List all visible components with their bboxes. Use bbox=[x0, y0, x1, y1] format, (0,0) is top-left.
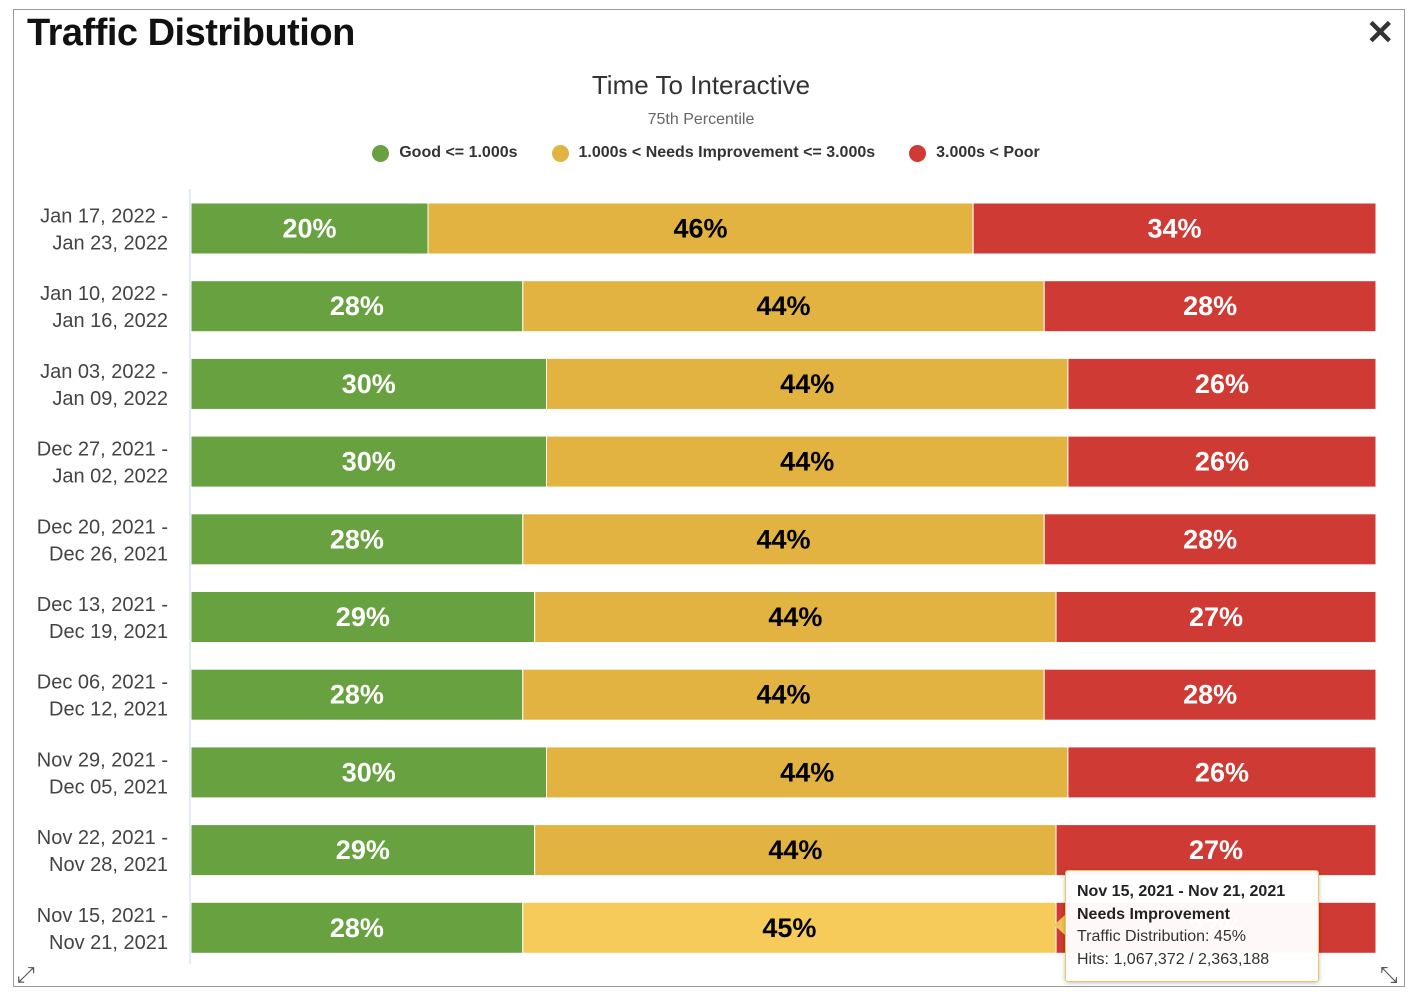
resize-handle-left-icon[interactable]: ⤢ bbox=[17, 962, 35, 987]
bar-segment[interactable] bbox=[1043, 668, 1377, 721]
data-label: 34% bbox=[1148, 214, 1202, 244]
y-tick-label: Jan 10, 2022 - bbox=[40, 283, 168, 305]
data-label: 44% bbox=[756, 524, 810, 554]
data-label: 46% bbox=[674, 214, 728, 244]
bar-segment[interactable] bbox=[534, 591, 1057, 643]
bar-segment[interactable] bbox=[1067, 357, 1377, 410]
legend-dot-good-icon bbox=[372, 144, 390, 162]
bar-segment[interactable] bbox=[190, 901, 524, 954]
tooltip-range: Nov 15, 2021 - Nov 21, 2021 bbox=[1077, 883, 1286, 900]
data-label: 28% bbox=[1183, 680, 1237, 710]
data-label: 28% bbox=[330, 680, 384, 710]
data-label: 29% bbox=[336, 835, 390, 865]
legend-dot-poor-icon bbox=[909, 144, 927, 162]
bar-segment[interactable] bbox=[190, 357, 547, 410]
data-label: 45% bbox=[762, 913, 816, 943]
bar-segment[interactable] bbox=[190, 435, 547, 488]
legend-label-good: Good <= 1.000s bbox=[399, 144, 518, 161]
data-label: 28% bbox=[1183, 524, 1237, 554]
y-tick-label: Dec 13, 2021 - bbox=[37, 594, 168, 616]
tooltip-arrow bbox=[1054, 915, 1065, 935]
y-tick-label: Dec 27, 2021 - bbox=[37, 439, 168, 461]
legend-item-good[interactable]: Good <= 1.000s bbox=[372, 144, 518, 162]
data-label: 44% bbox=[768, 602, 822, 632]
legend-label-poor: 3.000s < Poor bbox=[936, 144, 1040, 161]
data-label: 28% bbox=[330, 913, 384, 943]
y-tick-label: Nov 21, 2021 bbox=[49, 932, 168, 954]
y-tick-label: Dec 19, 2021 bbox=[49, 621, 168, 643]
hover-tooltip: Nov 15, 2021 - Nov 21, 2021 Needs Improv… bbox=[1065, 870, 1319, 982]
data-label: 44% bbox=[780, 369, 834, 399]
bar-segment[interactable] bbox=[546, 746, 1069, 799]
bar-segment[interactable] bbox=[1055, 591, 1377, 643]
y-tick-label: Dec 05, 2021 bbox=[49, 776, 168, 798]
bar-segment[interactable] bbox=[522, 513, 1045, 566]
data-label: 27% bbox=[1189, 835, 1243, 865]
data-label: 28% bbox=[1183, 291, 1237, 321]
bar-segment[interactable] bbox=[546, 357, 1069, 410]
y-tick-label: Dec 06, 2021 - bbox=[37, 672, 168, 694]
bar-segment[interactable] bbox=[190, 591, 536, 643]
bar-segment[interactable] bbox=[1043, 280, 1377, 333]
bar-segment[interactable] bbox=[190, 513, 524, 566]
y-tick-label: Dec 20, 2021 - bbox=[37, 516, 168, 538]
y-tick-label: Nov 29, 2021 - bbox=[37, 749, 168, 771]
legend-item-needs-improvement[interactable]: 1.000s < Needs Improvement <= 3.000s bbox=[551, 144, 876, 162]
y-tick-label: Dec 12, 2021 bbox=[49, 699, 168, 721]
bar-segment[interactable] bbox=[522, 901, 1057, 954]
bar-segment[interactable] bbox=[972, 202, 1377, 255]
close-icon[interactable]: ✕ bbox=[1366, 14, 1395, 52]
tooltip-hits: Hits: 1,067,372 / 2,363,188 bbox=[1077, 950, 1270, 968]
data-label: 26% bbox=[1195, 369, 1249, 399]
data-label: 30% bbox=[342, 757, 396, 787]
y-tick-label: Jan 23, 2022 bbox=[52, 233, 168, 255]
legend-label-needs-improvement: 1.000s < Needs Improvement <= 3.000s bbox=[578, 144, 876, 161]
data-label: 26% bbox=[1195, 757, 1249, 787]
data-label: 28% bbox=[330, 291, 384, 321]
data-label: 44% bbox=[780, 447, 834, 477]
y-tick-label: Nov 22, 2021 - bbox=[37, 827, 168, 849]
bar-segment[interactable] bbox=[190, 280, 524, 333]
bar-segment[interactable] bbox=[1043, 513, 1377, 566]
bar-segment[interactable] bbox=[1067, 435, 1377, 488]
y-tick-label: Dec 26, 2021 bbox=[49, 543, 168, 565]
data-label: 20% bbox=[282, 214, 336, 244]
y-tick-label: Jan 03, 2022 - bbox=[40, 361, 168, 383]
y-tick-label: Jan 17, 2022 - bbox=[40, 206, 168, 228]
legend-dot-needs-improvement-icon bbox=[551, 144, 569, 162]
data-label: 26% bbox=[1195, 447, 1249, 477]
y-tick-label: Jan 09, 2022 bbox=[52, 388, 168, 410]
data-label: 28% bbox=[330, 524, 384, 554]
bar-segment[interactable] bbox=[1055, 824, 1377, 877]
chart-legend: Good <= 1.000s 1.000s < Needs Improvemen… bbox=[0, 144, 1412, 162]
tooltip-series: Needs Improvement bbox=[1077, 905, 1230, 923]
y-tick-label: Jan 16, 2022 bbox=[52, 310, 168, 332]
tooltip-distribution: Traffic Distribution: 45% bbox=[1077, 928, 1246, 945]
bar-segment[interactable] bbox=[427, 202, 974, 255]
bar-segment[interactable] bbox=[190, 824, 536, 877]
bar-segment[interactable] bbox=[190, 668, 524, 721]
data-label: 44% bbox=[768, 835, 822, 865]
y-tick-label: Nov 28, 2021 bbox=[49, 854, 168, 876]
chart-subtitle: 75th Percentile bbox=[647, 111, 755, 128]
bar-segment[interactable] bbox=[1067, 746, 1377, 799]
data-label: 44% bbox=[780, 757, 834, 787]
data-label: 44% bbox=[756, 291, 810, 321]
chart-title: Time To Interactive bbox=[591, 70, 811, 100]
bar-segment[interactable] bbox=[190, 746, 547, 799]
y-tick-label: Jan 02, 2022 bbox=[52, 466, 168, 488]
dialog-title: Traffic Distribution bbox=[27, 12, 355, 54]
resize-handle-right-icon[interactable]: ⤡ bbox=[1380, 962, 1398, 987]
bar-segment[interactable] bbox=[190, 202, 429, 255]
legend-item-poor[interactable]: 3.000s < Poor bbox=[909, 144, 1040, 162]
data-label: 27% bbox=[1189, 602, 1243, 632]
data-label: 30% bbox=[342, 447, 396, 477]
y-tick-label: Nov 15, 2021 - bbox=[37, 905, 168, 927]
data-label: 44% bbox=[756, 680, 810, 710]
data-label: 30% bbox=[342, 369, 396, 399]
dialog-frame bbox=[13, 9, 1405, 987]
bar-segment[interactable] bbox=[546, 435, 1069, 488]
data-label: 29% bbox=[336, 602, 390, 632]
